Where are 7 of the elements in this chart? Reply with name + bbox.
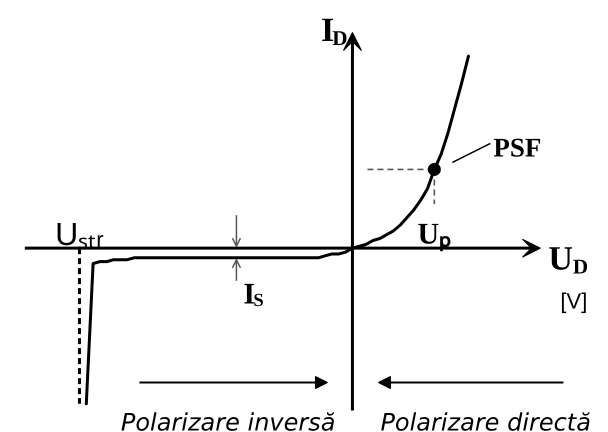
legend-label: PSF: [493, 132, 542, 162]
x-tick-label: Uₚ: [418, 218, 452, 252]
text: [V]: [560, 288, 588, 314]
x-tick-label: Uₛₜᵣ: [55, 216, 104, 252]
text: Polarizare directă: [380, 408, 591, 432]
annotation: IS: [243, 277, 264, 311]
text: Polarizare inversă: [120, 408, 336, 432]
